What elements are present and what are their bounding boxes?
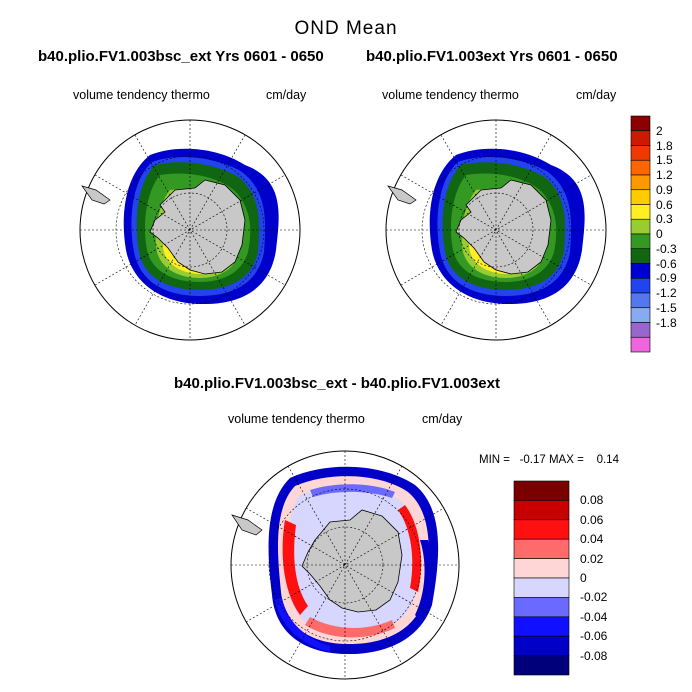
antarctica-diff — [301, 509, 403, 613]
colorbar-top — [630, 115, 651, 353]
colorbar-diff-swatch — [513, 655, 570, 676]
colorbar-diff-label: 0.02 — [580, 551, 604, 566]
main-title: OND Mean — [294, 18, 398, 39]
colorbar-top-label: 0 — [656, 227, 663, 241]
colorbar-diff-label: 0.06 — [580, 512, 604, 527]
colorbar-top-label: 1.5 — [656, 153, 673, 168]
colorbar-diff — [513, 480, 570, 676]
colorbar-top-swatch — [630, 263, 651, 279]
colorbar-top-swatch — [630, 145, 651, 161]
south-america-diff — [231, 514, 263, 536]
colorbar-diff-label: -0.04 — [580, 609, 608, 624]
panel-right-variable: volume tendency thermo — [382, 88, 519, 102]
panel-right-units: cm/day — [576, 88, 617, 102]
colorbar-top-label: -0.3 — [656, 241, 677, 256]
colorbar-top-swatch — [630, 204, 651, 220]
colorbar-diff-label: -0.06 — [580, 629, 608, 644]
colorbar-diff-label: 0.08 — [580, 493, 604, 508]
colorbar-top-label: 1.8 — [656, 138, 673, 153]
colorbar-diff-swatch — [513, 538, 570, 559]
colorbar-top-swatch — [630, 159, 651, 176]
colorbar-top-swatch — [630, 336, 651, 353]
colorbar-top-label: -0.6 — [656, 256, 677, 271]
colorbar-top-swatch — [630, 307, 651, 323]
colorbar-top-label: 0.9 — [656, 182, 673, 197]
colorbar-diff-swatch — [513, 616, 570, 637]
colorbar-diff-swatch — [513, 519, 570, 540]
colorbar-top-swatch — [630, 248, 651, 264]
colorbar-top-swatch — [630, 115, 651, 132]
colorbar-top-label: -1.5 — [656, 300, 677, 315]
diff-units: cm/day — [422, 412, 463, 426]
colorbar-top-label: 2 — [656, 123, 663, 138]
colorbar-top-swatch — [630, 218, 651, 235]
panel-left-variable: volume tendency thermo — [73, 88, 210, 102]
colorbar-diff-swatch — [513, 597, 570, 618]
colorbar-top-swatch — [630, 174, 651, 191]
colorbar-diff-swatch — [513, 500, 570, 521]
colorbar-diff-swatch — [513, 480, 570, 501]
colorbar-top-label: -1.2 — [656, 286, 677, 300]
diff-min-max: MIN = -0.17 MAX = 0.14 — [479, 454, 619, 466]
colorbar-diff-label: -0.08 — [580, 648, 608, 663]
colorbar-top-label: -0.9 — [656, 271, 677, 286]
diff-variable: volume tendency thermo — [228, 412, 365, 426]
colorbar-top-label: 0.6 — [656, 197, 673, 212]
diff-case-title: b40.plio.FV1.003bsc_ext - b40.plio.FV1.0… — [174, 375, 500, 392]
panel-left-units: cm/day — [266, 88, 307, 102]
colorbar-top-swatch — [630, 277, 651, 294]
colorbar-top-swatch — [630, 130, 651, 146]
map-left — [79, 119, 301, 341]
colorbar-diff-label: 0.04 — [580, 532, 604, 547]
colorbar-diff-swatch — [513, 577, 570, 598]
map-right — [385, 119, 607, 341]
colorbar-diff-label: 0 — [580, 571, 587, 585]
panel-left-case-title: b40.plio.FV1.003bsc_ext Yrs 0601 - 0650 — [38, 48, 324, 65]
map-diff — [230, 450, 460, 680]
antarctica-left — [149, 179, 246, 275]
colorbar-top-swatch — [630, 233, 651, 250]
colorbar-top-label: 0.3 — [656, 212, 673, 227]
south-america-left — [81, 185, 111, 205]
panel-right-case-title: b40.plio.FV1.003ext Yrs 0601 - 0650 — [366, 48, 618, 65]
south-america-right — [387, 185, 417, 205]
colorbar-diff-swatch — [513, 635, 570, 656]
colorbar-top-swatch — [630, 292, 651, 309]
colorbar-top-swatch — [630, 322, 651, 338]
colorbar-diff-label: -0.02 — [580, 590, 608, 605]
colorbar-top-swatch — [630, 189, 651, 205]
colorbar-diff-swatch — [513, 558, 570, 579]
antarctica-right — [455, 179, 552, 275]
colorbar-top-label: 1.2 — [656, 168, 673, 182]
colorbar-top-label: -1.8 — [656, 315, 677, 330]
